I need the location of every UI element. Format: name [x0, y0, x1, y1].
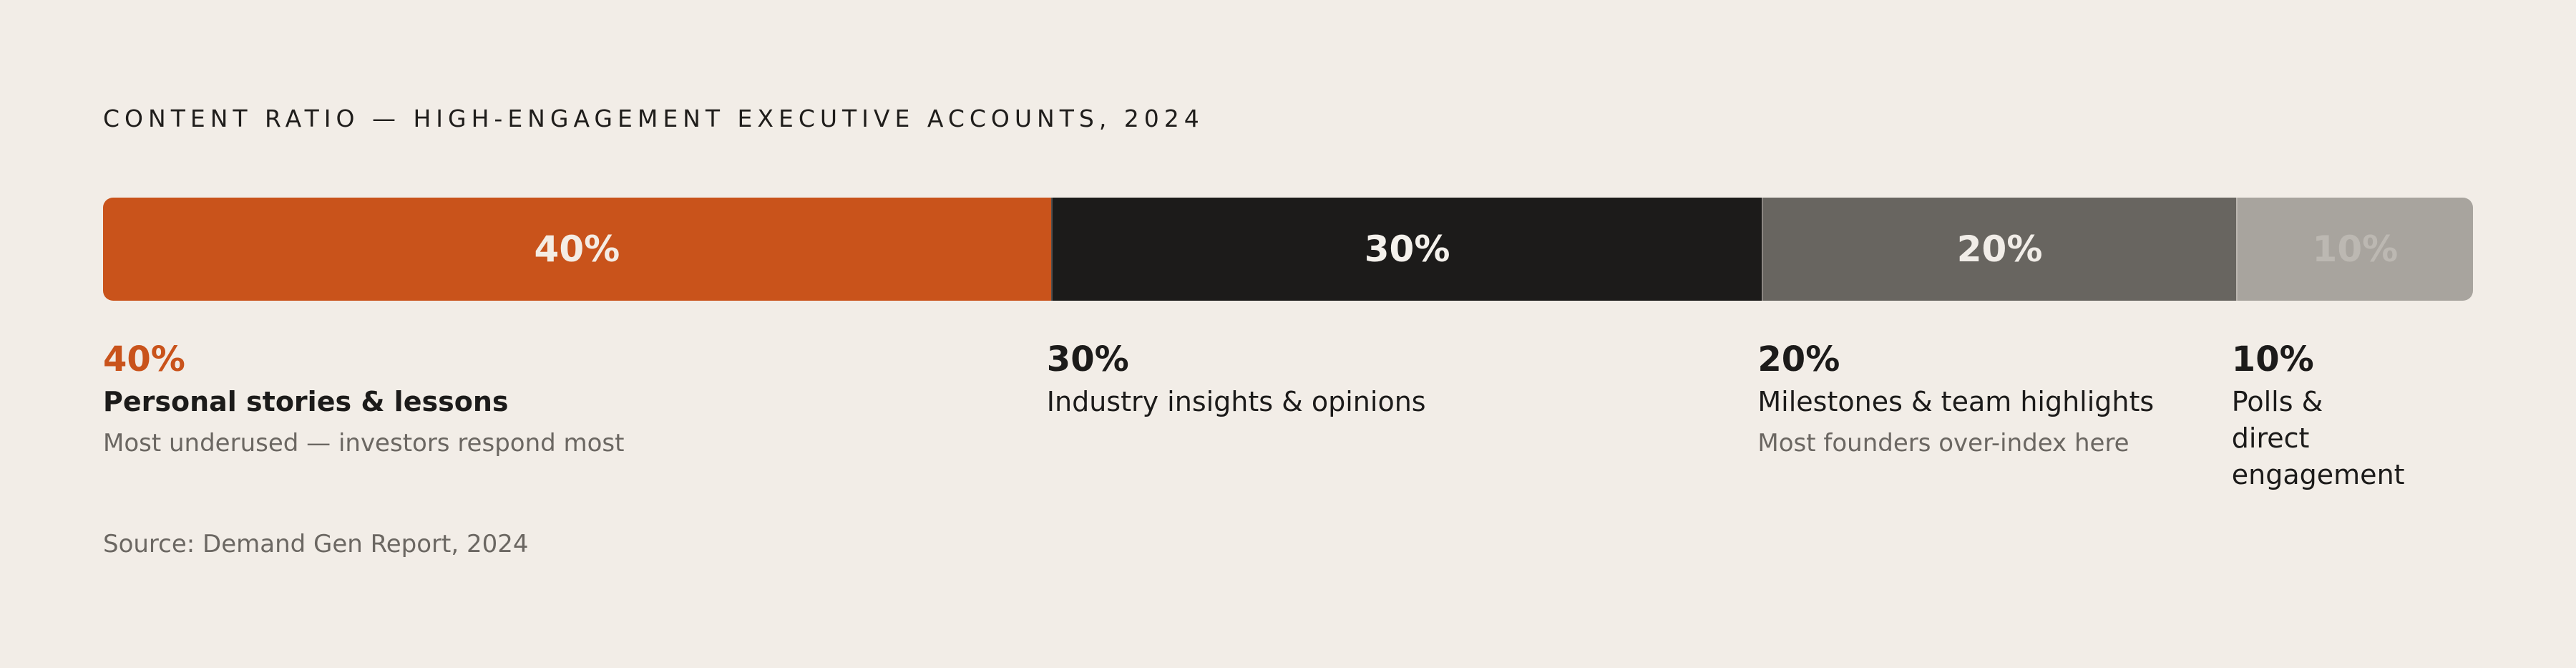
- segment-category: Industry insights & opinions: [1046, 385, 1426, 417]
- segment-note: Most founders over-index here: [1757, 428, 2129, 458]
- segment-percent: 10%: [2231, 339, 2314, 379]
- stacked-bar: 40% 30% 20% 10%: [103, 198, 2473, 301]
- segment-percent: 30%: [1046, 339, 1129, 379]
- source-note: Source: Demand Gen Report, 2024: [103, 530, 529, 558]
- segment-category: Milestones & team highlights: [1757, 385, 2155, 417]
- segment-label-20: 20% Milestones & team highlights Most foun…: [1757, 339, 2201, 459]
- segment-percent: 20%: [1757, 339, 1840, 379]
- segment-percent: 40%: [103, 339, 185, 379]
- segment-note: Most underused — investors respond most: [103, 428, 625, 458]
- segment-label-10: 10% Polls & direct engagement: [2231, 339, 2405, 493]
- segment-label-40: 40% Personal stories & lessons Most underu…: [103, 339, 926, 459]
- segment-category: Personal stories & lessons: [103, 385, 509, 417]
- bar-segment-30: 30%: [1050, 198, 1762, 301]
- bar-segment-10: 10%: [2235, 198, 2473, 301]
- bar-segment-40: 40%: [103, 198, 1051, 301]
- segment-category: Polls & direct engagement: [2231, 385, 2405, 491]
- bar-segment-20: 20%: [1762, 198, 2236, 301]
- segment-label-30: 30% Industry insights & opinions: [1047, 339, 1677, 420]
- chart-title: CONTENT RATIO — HIGH-ENGAGEMENT EXECUTIV…: [103, 105, 1204, 132]
